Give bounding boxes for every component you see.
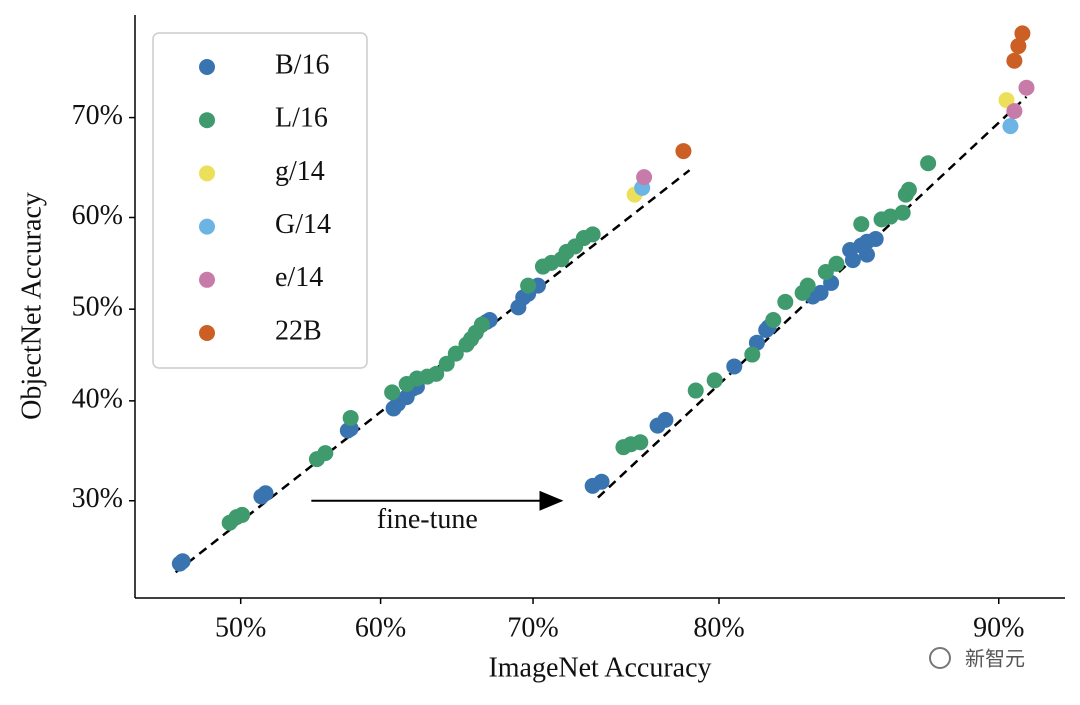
point	[657, 411, 674, 428]
legend-label: 22B	[275, 315, 322, 346]
watermark-icon	[929, 647, 951, 669]
point	[858, 246, 875, 263]
point	[882, 208, 899, 225]
point	[1006, 103, 1023, 120]
point	[777, 293, 794, 310]
point	[687, 382, 704, 399]
watermark: 新智元	[965, 647, 1025, 671]
legend-marker	[199, 271, 215, 288]
point	[1014, 25, 1031, 42]
legend-marker	[199, 59, 215, 75]
point	[428, 365, 445, 382]
point	[853, 216, 870, 233]
point	[844, 252, 861, 269]
point	[706, 372, 723, 389]
point	[632, 434, 649, 451]
point	[1018, 79, 1035, 96]
legend-marker	[199, 218, 215, 235]
y-tick-label: 50%	[72, 292, 123, 323]
point	[257, 485, 274, 502]
point	[520, 277, 537, 294]
point	[473, 316, 490, 333]
point	[812, 284, 829, 301]
point	[342, 409, 359, 426]
point	[799, 277, 816, 294]
point	[675, 143, 692, 160]
point	[384, 384, 401, 401]
point	[234, 506, 251, 523]
point	[998, 92, 1015, 109]
point	[1010, 38, 1027, 55]
legend-label: G/14	[275, 209, 331, 240]
point	[317, 445, 334, 462]
point	[828, 255, 845, 272]
point	[447, 345, 464, 362]
point	[726, 358, 743, 375]
point	[765, 312, 782, 329]
y-tick-label: 30%	[72, 483, 123, 514]
point	[894, 204, 911, 221]
point	[1002, 118, 1019, 135]
y-tick-label: 40%	[72, 383, 123, 414]
x-tick-label: 90%	[973, 612, 1024, 643]
legend-label: B/16	[275, 49, 329, 80]
point	[584, 226, 601, 243]
legend-marker	[199, 112, 215, 129]
point	[900, 181, 917, 198]
legend-marker	[199, 325, 215, 341]
x-axis-label: ImageNet Accuracy	[488, 652, 711, 683]
point	[867, 230, 884, 247]
trend-line	[174, 169, 691, 574]
point	[593, 473, 610, 490]
point	[174, 553, 191, 570]
point	[1006, 52, 1023, 69]
x-tick-label: 80%	[693, 612, 744, 643]
legend-label: g/14	[275, 156, 325, 187]
y-axis-label: ObjectNet Accuracy	[16, 192, 47, 420]
x-tick-label: 50%	[215, 612, 266, 643]
legend-label: e/14	[275, 262, 323, 293]
y-tick-label: 60%	[72, 200, 123, 231]
legend-box	[152, 32, 368, 369]
point	[920, 155, 937, 172]
point	[636, 169, 653, 186]
x-tick-label: 60%	[355, 612, 406, 643]
legend-label: L/16	[275, 103, 328, 134]
point	[744, 346, 761, 363]
legend-marker	[199, 165, 215, 182]
y-tick-label: 70%	[72, 100, 123, 131]
annotation-text: fine-tune	[377, 504, 478, 535]
x-tick-label: 70%	[507, 612, 558, 643]
